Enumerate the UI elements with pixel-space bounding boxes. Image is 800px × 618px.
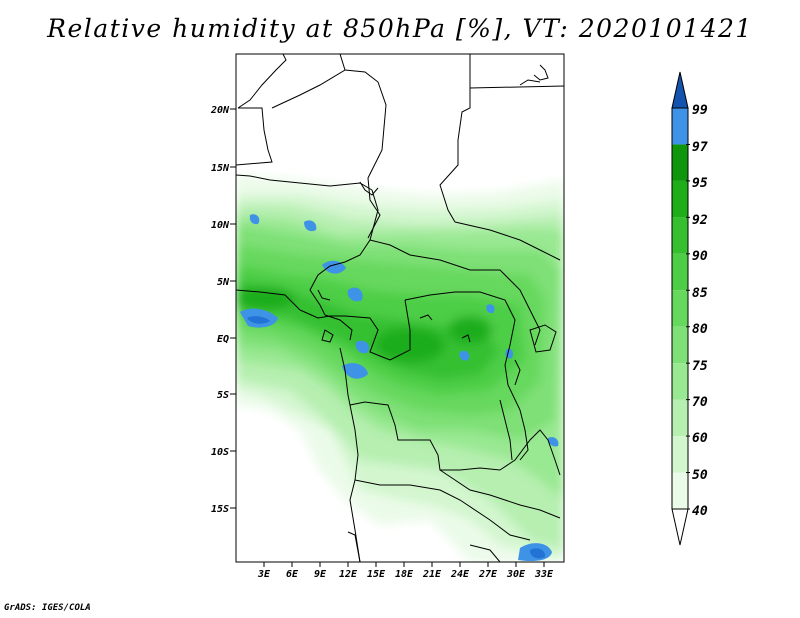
lat-tick: 5N — [217, 277, 236, 288]
colorbar-bin — [672, 399, 688, 437]
colorbar-bin — [672, 290, 688, 327]
rh-contour-92 — [236, 286, 295, 310]
lat-axis: 20N 15N 10N 5N EQ 5S 10S 15S — [210, 105, 236, 515]
lon-tick: 9E — [314, 562, 327, 580]
svg-text:20N: 20N — [210, 105, 230, 116]
svg-text:24E: 24E — [450, 569, 470, 580]
svg-text:6E: 6E — [286, 569, 299, 580]
colorbar-segments — [671, 71, 689, 546]
colorbar-ticks — [686, 143, 690, 510]
colorbar-label: 80 — [692, 322, 708, 337]
svg-text:3E: 3E — [257, 569, 271, 580]
colorbar-label: 60 — [692, 431, 708, 446]
lon-tick: 30E — [506, 562, 526, 580]
colorbar-label: 90 — [692, 249, 708, 264]
lon-tick: 12E — [339, 562, 358, 580]
colorbar-label: 95 — [692, 176, 708, 191]
lon-tick: 6E — [286, 562, 299, 580]
lat-tick: 15N — [211, 163, 236, 174]
colorbar-bin — [672, 253, 688, 291]
svg-text:5S: 5S — [217, 390, 229, 401]
svg-text:EQ: EQ — [217, 334, 229, 345]
svg-text:18E: 18E — [395, 569, 414, 580]
svg-text:33E: 33E — [534, 569, 554, 580]
map-title: Relative humidity at 850hPa [%], VT: 202… — [47, 14, 753, 43]
svg-text:9E: 9E — [314, 569, 327, 580]
colorbar-bin — [672, 326, 688, 364]
colorbar-label: 85 — [692, 286, 708, 301]
colorbar-bin — [672, 144, 688, 181]
svg-text:15S: 15S — [211, 504, 229, 515]
country-boundaries — [236, 54, 564, 562]
humidity-field — [236, 54, 564, 562]
lon-tick: 33E — [534, 562, 554, 580]
svg-text:15N: 15N — [211, 163, 230, 174]
lon-tick: 18E — [395, 562, 414, 580]
lat-tick: 10S — [211, 447, 236, 458]
colorbar-label: 99 — [692, 103, 708, 118]
colorbar-label: 70 — [692, 395, 708, 410]
colorbar-lower-arrow — [671, 508, 689, 546]
svg-text:27E: 27E — [478, 569, 498, 580]
lat-tick: 5S — [217, 390, 236, 401]
svg-text:12E: 12E — [339, 569, 358, 580]
lon-axis: 3E 6E 9E 12E 15E 18E 21E 24E 27E 30E 33E — [257, 562, 554, 580]
colorbar-bin — [672, 108, 688, 145]
lon-tick: 21E — [422, 562, 442, 580]
lon-tick: 24E — [450, 562, 470, 580]
colorbar: 99 97 95 92 90 85 80 75 70 60 50 40 — [671, 71, 708, 546]
svg-text:10N: 10N — [211, 220, 230, 231]
colorbar-bin — [672, 436, 688, 473]
colorbar-bin — [672, 472, 688, 509]
colorbar-label: 75 — [692, 359, 708, 374]
colorbar-bin — [672, 217, 688, 254]
rh-contour-92 — [448, 316, 492, 344]
colorbar-bin — [672, 363, 688, 400]
map-frame — [235, 53, 565, 563]
svg-text:30E: 30E — [506, 569, 526, 580]
lat-tick: 15S — [211, 504, 236, 515]
colorbar-bin — [672, 180, 688, 218]
colorbar-frame — [671, 107, 689, 510]
svg-text:10S: 10S — [211, 447, 229, 458]
colorbar-upper-arrow — [671, 71, 689, 109]
colorbar-label: 92 — [692, 213, 708, 228]
colorbar-label: 50 — [692, 468, 708, 483]
svg-text:21E: 21E — [422, 569, 442, 580]
colorbar-label: 97 — [692, 140, 708, 155]
lat-tick: 10N — [211, 220, 236, 231]
lon-tick: 27E — [478, 562, 498, 580]
lon-tick: 3E — [257, 562, 271, 580]
lon-tick: 15E — [367, 562, 386, 580]
svg-text:15E: 15E — [367, 569, 386, 580]
lat-tick: EQ — [217, 334, 236, 345]
rh-above-95 — [240, 214, 559, 562]
grads-credit: GrADS: IGES/COLA — [4, 603, 91, 613]
svg-text:5N: 5N — [217, 277, 230, 288]
colorbar-label: 40 — [692, 504, 708, 519]
lat-tick: 20N — [210, 105, 236, 116]
